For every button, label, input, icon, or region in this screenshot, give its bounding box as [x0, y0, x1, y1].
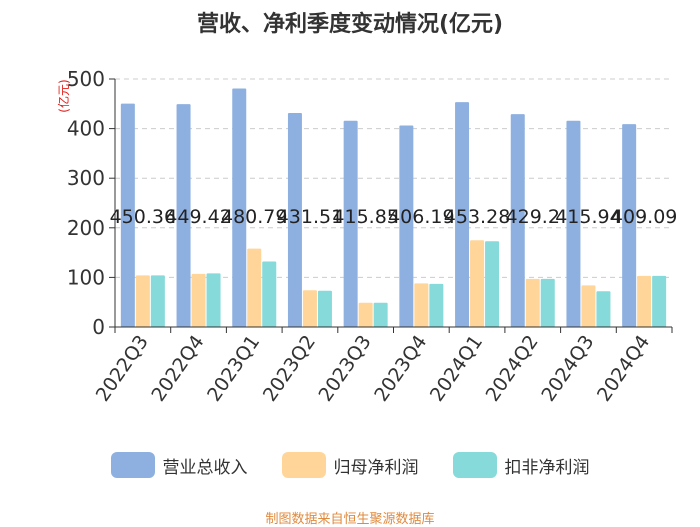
- bar-3-2024Q2[interactable]: [540, 278, 555, 327]
- y-tick-label: 400: [67, 117, 105, 141]
- bar-3-2024Q4[interactable]: [652, 275, 667, 327]
- bar-1-2024Q2[interactable]: [510, 114, 525, 328]
- y-axis: 0 100 200 300 400 500: [67, 67, 116, 339]
- bar-1-2023Q1[interactable]: [232, 88, 247, 327]
- data-labels: 450.36449.42480.79431.51415.85406.19453.…: [110, 206, 678, 228]
- x-tick-label: 2022Q4: [147, 331, 208, 405]
- bar-3-2023Q2[interactable]: [317, 290, 332, 327]
- data-label: 429.2: [506, 206, 560, 228]
- bar-3-2023Q4[interactable]: [429, 283, 444, 327]
- bar-3-2023Q3[interactable]: [373, 302, 388, 327]
- legend-label: 扣非净利润: [504, 457, 590, 478]
- x-axis: 2022Q32022Q42023Q12023Q22023Q32023Q42024…: [92, 326, 673, 406]
- y-tick-label: 300: [67, 166, 105, 190]
- data-label: 480.79: [221, 206, 287, 228]
- legend-item-revenue[interactable]: 营业总收入: [110, 452, 248, 478]
- data-label: 453.28: [444, 206, 510, 228]
- legend-swatch: [452, 452, 497, 478]
- bar-1-2023Q3[interactable]: [343, 120, 358, 327]
- x-tick-label: 2023Q1: [203, 331, 264, 405]
- bar-1-2024Q3[interactable]: [566, 120, 581, 328]
- bar-1-2022Q4[interactable]: [176, 104, 191, 327]
- y-tick-label: 0: [92, 315, 105, 339]
- bar-2-2023Q1[interactable]: [247, 248, 262, 327]
- bar-2-2024Q4[interactable]: [637, 275, 652, 327]
- data-label: 409.09: [611, 206, 677, 228]
- bar-1-2022Q3[interactable]: [120, 103, 135, 328]
- data-label: 431.51: [277, 206, 343, 228]
- legend-swatch: [281, 452, 326, 478]
- x-tick-label: 2023Q2: [259, 331, 320, 405]
- bar-1-2024Q4[interactable]: [622, 124, 637, 327]
- data-label: 415.85: [332, 206, 398, 228]
- x-tick-label: 2022Q3: [92, 331, 153, 405]
- x-tick-label: 2024Q1: [426, 331, 487, 405]
- chart-title: 营收、净利季度变动情况(亿元): [196, 12, 504, 37]
- legend-item-net-profit[interactable]: 归母净利润: [281, 452, 419, 478]
- legend-item-deducted-net-profit[interactable]: 扣非净利润: [452, 452, 590, 478]
- data-label: 449.42: [165, 206, 231, 228]
- x-tick-label: 2024Q2: [482, 331, 543, 405]
- bar-3-2022Q4[interactable]: [206, 273, 221, 327]
- y-tick-label: 100: [67, 265, 105, 289]
- x-tick-label: 2024Q4: [593, 331, 654, 405]
- source-note: 制图数据来自恒生聚源数据库: [265, 512, 435, 527]
- legend: 营业总收入 归母净利润 扣非净利润: [0, 452, 700, 478]
- data-label: 406.19: [388, 206, 454, 228]
- bar-3-2024Q3[interactable]: [596, 291, 611, 327]
- x-tick-label: 2024Q3: [537, 331, 598, 405]
- data-label: 415.94: [555, 206, 621, 228]
- data-label: 450.36: [110, 206, 176, 228]
- bar-3-2023Q1[interactable]: [262, 261, 277, 327]
- bar-2-2023Q4[interactable]: [414, 283, 429, 327]
- bar-1-2023Q2[interactable]: [287, 112, 302, 327]
- bar-2-2022Q4[interactable]: [191, 273, 206, 327]
- x-tick-label: 2023Q4: [370, 331, 431, 405]
- y-axis-label: (亿元): [56, 79, 71, 112]
- gridlines: [115, 78, 672, 278]
- bar-2-2024Q1[interactable]: [470, 240, 485, 327]
- bars: [120, 88, 667, 328]
- bar-2-2023Q3[interactable]: [358, 302, 373, 327]
- bar-1-2024Q1[interactable]: [455, 102, 470, 327]
- y-tick-label: 200: [67, 216, 105, 240]
- legend-label: 归母净利润: [333, 457, 419, 478]
- bar-2-2024Q2[interactable]: [525, 278, 540, 327]
- y-tick-label: 500: [67, 67, 105, 91]
- x-tick-label: 2023Q3: [314, 331, 375, 405]
- bar-2-2024Q3[interactable]: [581, 285, 596, 327]
- bar-2-2023Q2[interactable]: [302, 290, 317, 327]
- bar-3-2022Q3[interactable]: [150, 275, 165, 327]
- legend-swatch: [110, 452, 155, 478]
- bar-3-2024Q1[interactable]: [485, 241, 500, 327]
- legend-label: 营业总收入: [162, 457, 248, 478]
- bar-1-2023Q4[interactable]: [399, 125, 414, 328]
- bar-2-2022Q3[interactable]: [135, 275, 150, 327]
